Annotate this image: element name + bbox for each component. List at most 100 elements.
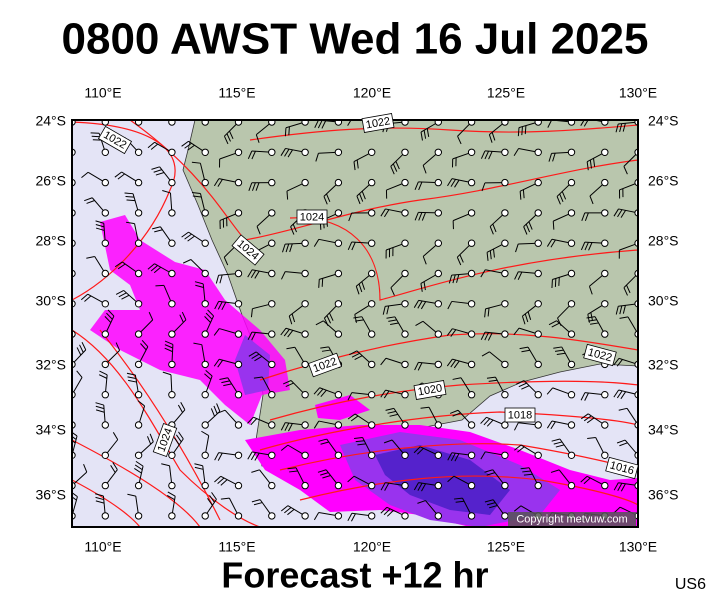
barb-feather	[181, 140, 189, 147]
barb-feather	[178, 431, 184, 440]
barb-feather	[83, 463, 88, 473]
station	[134, 421, 143, 429]
wind-barb	[588, 269, 609, 295]
station	[101, 391, 110, 399]
barb-feather	[253, 376, 263, 379]
station	[601, 239, 609, 247]
isobar-label-box	[97, 125, 133, 155]
station	[101, 512, 110, 520]
wind-barb	[613, 481, 638, 492]
lat-label: 30°S	[35, 293, 66, 309]
barb-feather	[286, 191, 289, 200]
lon-label: 110°E	[84, 85, 121, 101]
barb-feather	[452, 412, 461, 417]
station	[134, 239, 143, 247]
barb-feather	[317, 120, 323, 129]
barb-feather	[76, 370, 83, 378]
station	[434, 451, 442, 459]
station	[434, 120, 442, 126]
station	[467, 421, 476, 429]
station	[467, 451, 476, 459]
barb-feather	[288, 126, 290, 136]
station	[101, 209, 110, 217]
station	[234, 360, 243, 369]
barb-feather	[561, 191, 567, 200]
heavy-precipitation	[375, 445, 510, 515]
lon-label: 125°E	[487, 539, 525, 555]
wind-barb	[484, 499, 509, 520]
station	[134, 481, 143, 490]
wind-barb	[513, 327, 542, 338]
wind-barb	[347, 239, 376, 251]
barb-feather	[548, 320, 557, 326]
wind-barb	[315, 148, 343, 162]
wind-barb	[251, 499, 276, 520]
station	[301, 239, 309, 247]
station	[401, 360, 409, 369]
barb-feather	[247, 331, 253, 340]
barb-feather	[580, 120, 585, 126]
station	[534, 178, 542, 187]
wind-barb	[147, 263, 176, 278]
barb-feather	[619, 305, 623, 315]
barb-feather	[623, 166, 628, 175]
wind-barb	[486, 239, 509, 261]
station	[201, 148, 209, 157]
barb-feather	[223, 383, 232, 387]
station	[567, 209, 576, 217]
barb-feather	[348, 212, 353, 222]
wind-barb	[420, 269, 442, 292]
station	[567, 178, 576, 187]
station	[368, 360, 376, 369]
barb-feather	[414, 362, 419, 371]
station	[101, 360, 110, 369]
station	[401, 209, 409, 217]
barb-feather	[81, 341, 87, 351]
barb-feather	[223, 135, 229, 145]
barb-feather	[452, 274, 456, 284]
barb-feather	[484, 308, 487, 318]
wind-barb	[356, 178, 376, 205]
barb-feather	[487, 307, 490, 317]
lat-label: 36°S	[35, 487, 66, 503]
isobar-label-text: 1018	[508, 409, 532, 421]
wind-barb	[587, 437, 609, 459]
station	[501, 148, 509, 157]
wind-barb	[191, 191, 209, 217]
wind-barb	[114, 261, 143, 278]
station	[467, 148, 476, 157]
barb-feather	[250, 308, 253, 318]
barb-feather	[110, 465, 116, 473]
barb-feather	[480, 269, 486, 278]
barb-feather	[248, 351, 257, 357]
wind-barb	[280, 327, 309, 338]
barb-feather	[280, 444, 289, 451]
isobar-label: 1018	[504, 407, 536, 423]
station	[434, 481, 442, 490]
barb-feather	[489, 505, 498, 509]
wind-barb	[134, 339, 149, 369]
barb-feather	[187, 144, 195, 151]
barb-feather	[229, 130, 234, 140]
barb-feather	[247, 451, 253, 460]
station	[501, 120, 509, 126]
station	[201, 451, 209, 459]
title: 0800 AWST Wed 16 Jul 2025	[62, 15, 649, 64]
wind-barb	[553, 346, 576, 369]
isobar-label: 1022	[361, 113, 395, 133]
barb-feather	[414, 212, 419, 221]
barb-feather	[553, 441, 563, 445]
barb-feather	[413, 446, 421, 454]
barb-feather	[281, 271, 286, 280]
barb-feather	[150, 265, 158, 272]
wind-barb	[115, 289, 143, 308]
wind-barb	[98, 370, 110, 399]
barb-feather	[355, 440, 365, 443]
barb-feather	[284, 507, 292, 514]
barb-feather	[420, 132, 423, 141]
wind-barb	[86, 256, 110, 278]
barb-feather	[354, 437, 363, 439]
wind-barb	[256, 209, 276, 235]
barb-feather	[320, 441, 329, 445]
wind-barb	[81, 171, 110, 187]
